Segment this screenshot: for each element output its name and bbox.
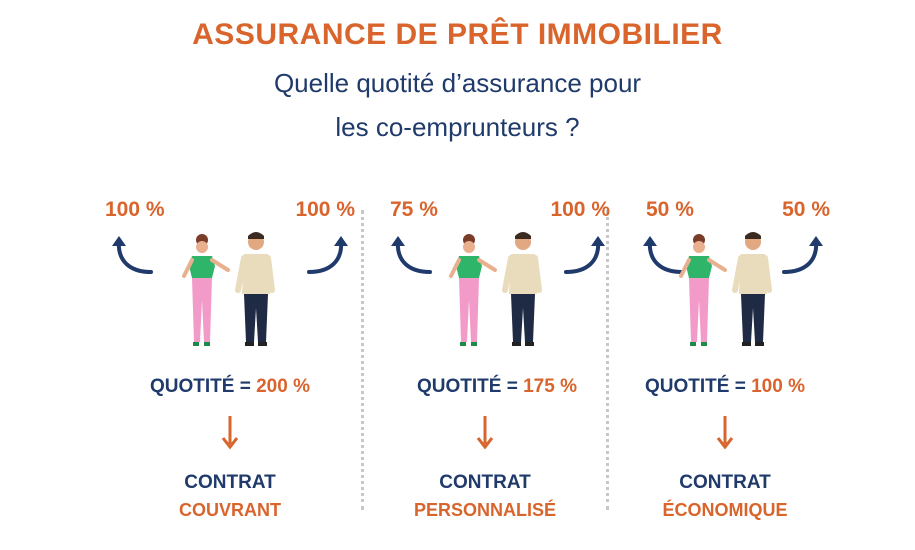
down-arrow-icon (716, 416, 734, 450)
curved-arrow-right-icon (564, 236, 605, 274)
contract-type: COUVRANT (179, 500, 281, 520)
co-borrowers-illustration (449, 232, 542, 346)
page-title: ASSURANCE DE PRÊT IMMOBILIER (192, 18, 723, 51)
quotite-total: QUOTITÉ = 100 % (645, 376, 805, 397)
contract-label: CONTRAT (679, 472, 771, 493)
scenario-column-2: 75 % 100 % QUOTITÉ = 175 % (360, 190, 610, 530)
curved-arrow-left-icon (643, 236, 684, 274)
man-figure (732, 232, 772, 346)
curved-arrow-left-icon (112, 236, 153, 274)
woman-figure (449, 234, 497, 346)
scenario-column-1: 100 % 100 % QUOTITÉ = 200 (105, 190, 355, 530)
woman-figure (182, 234, 230, 346)
borrower-2-percent: 50 % (782, 198, 830, 221)
down-arrow-icon (476, 416, 494, 450)
quotite-total: QUOTITÉ = 175 % (417, 376, 577, 397)
man-figure (235, 232, 275, 346)
man-figure (502, 232, 542, 346)
contract-type: PERSONNALISÉ (413, 500, 557, 520)
borrower-1-percent: 75 % (390, 198, 438, 221)
co-borrowers-illustration (182, 232, 275, 346)
contract-label: CONTRAT (439, 472, 531, 493)
curved-arrow-right-icon (782, 236, 823, 274)
woman-figure (679, 234, 727, 346)
contract-label: CONTRAT (184, 472, 276, 493)
column-divider (361, 210, 364, 510)
co-borrowers-illustration (679, 232, 772, 346)
subtitle-line-2: les co-emprunteurs ? (335, 112, 580, 142)
contract-type: ÉCONOMIQUE (662, 500, 788, 520)
borrower-2-percent: 100 % (295, 198, 355, 221)
column-divider (606, 210, 609, 510)
curved-arrow-left-icon (391, 236, 432, 274)
down-arrow-icon (221, 416, 239, 450)
subtitle-line-1: Quelle quotité d’assurance pour (273, 68, 642, 98)
borrower-1-percent: 50 % (646, 198, 694, 221)
scenario-column-3: 50 % 50 % QUOTITÉ = 100 % (610, 190, 860, 530)
borrower-2-percent: 100 % (550, 198, 610, 221)
quotite-total: QUOTITÉ = 200 % (150, 376, 310, 397)
curved-arrow-right-icon (307, 236, 348, 274)
borrower-1-percent: 100 % (105, 198, 165, 221)
